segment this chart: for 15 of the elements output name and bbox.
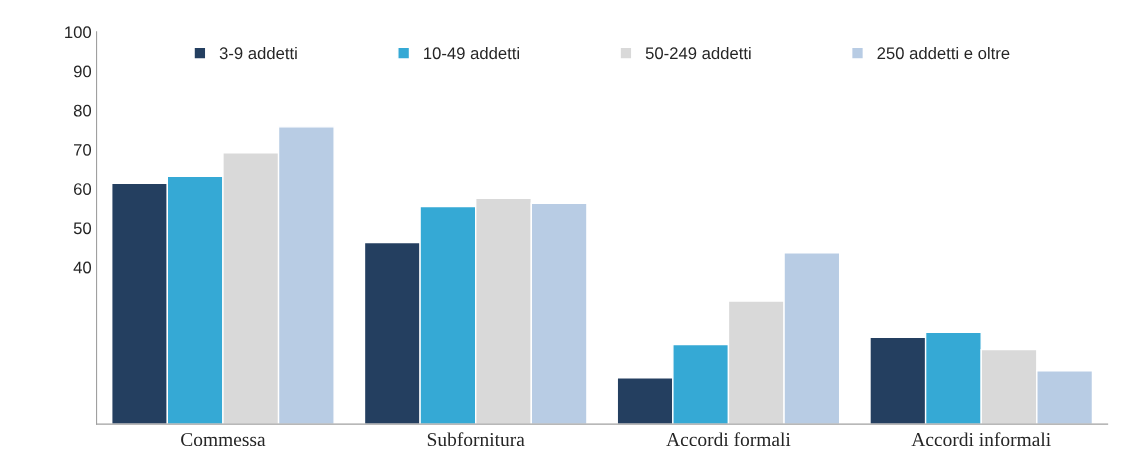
y-tick-label: 80 (73, 104, 92, 117)
x-tick-label: Commessa (181, 433, 266, 447)
y-tick-label: 50 (73, 222, 92, 235)
y-tick-label: 60 (74, 183, 92, 195)
legend-label: 10-49 addetti (424, 46, 519, 60)
legend-label: 250 addetti e oltre (877, 46, 1010, 60)
y-tick-label: 100 (65, 26, 92, 39)
x-tick-label: Accordi informali (911, 432, 1051, 447)
y-tick-label: 90 (73, 65, 92, 78)
x-tick-label: Subfornitura (427, 432, 525, 447)
legend-label: 3-9 addetti (219, 46, 297, 60)
x-tick-label: Accordi formali (666, 432, 791, 447)
legend-label: 50-249 addetti (645, 46, 751, 60)
y-tick-label: 40 (73, 261, 92, 274)
y-tick-label: 70 (74, 143, 92, 156)
